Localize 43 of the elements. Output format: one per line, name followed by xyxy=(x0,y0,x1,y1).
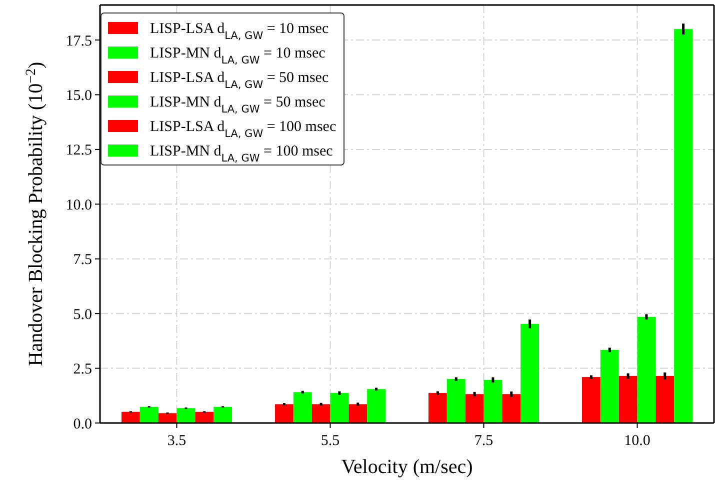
bar xyxy=(637,316,656,423)
bar xyxy=(520,324,540,423)
legend-label: LISP-MN d$_{LA, GW}$ = 100 msec xyxy=(150,144,334,164)
bar xyxy=(484,380,502,423)
y-tick-label: 10.0 xyxy=(66,197,92,214)
legend-label: LISP-MN d$_{LA, GW}$ = 10 msec xyxy=(150,46,326,66)
bar xyxy=(176,408,196,423)
x-tick-label: 10.0 xyxy=(624,433,650,449)
bar xyxy=(312,404,330,423)
x-tick-label: 7.5 xyxy=(474,433,494,449)
bar xyxy=(600,350,619,423)
y-tick-label: 5.0 xyxy=(73,306,92,323)
bar xyxy=(158,413,177,423)
y-tick-label: 2.5 xyxy=(73,362,92,378)
bar xyxy=(618,376,638,423)
bar xyxy=(195,412,214,423)
bar xyxy=(502,394,521,423)
y-tick-label: 12.5 xyxy=(66,142,92,159)
legend-label: LISP-LSA d$_{LA, GW}$ = 50 msec xyxy=(150,70,329,91)
bar xyxy=(121,412,140,423)
bar xyxy=(330,393,349,423)
x-axis-title: Velocity (m/sec) xyxy=(341,456,473,478)
bar xyxy=(140,406,158,423)
legend-label: LISP-LSA d$_{LA, GW}$ = 100 msec xyxy=(150,119,336,140)
x-tick-label: 3.5 xyxy=(167,433,186,449)
x-tick-label: 5.5 xyxy=(320,433,340,449)
legend-label: LISP-MN d$_{LA, GW}$ = 50 msec xyxy=(150,94,326,116)
y-tick-label: 0.0 xyxy=(73,416,92,432)
bar xyxy=(367,389,386,423)
bar xyxy=(348,404,368,423)
bar xyxy=(656,376,674,423)
bar xyxy=(274,404,294,423)
bar xyxy=(465,394,484,423)
bar xyxy=(582,377,600,423)
y-tick-label: 7.5 xyxy=(73,252,92,268)
bar xyxy=(674,29,693,423)
bar xyxy=(446,379,466,423)
y-tick-label: 17.5 xyxy=(66,33,92,50)
legend-label: LISP-LSA d$_{LA, GW}$ = 10 msec xyxy=(150,21,329,42)
bar xyxy=(214,406,232,423)
bar xyxy=(293,392,312,423)
y-tick-label: 15.0 xyxy=(66,88,92,104)
bar xyxy=(428,393,447,423)
